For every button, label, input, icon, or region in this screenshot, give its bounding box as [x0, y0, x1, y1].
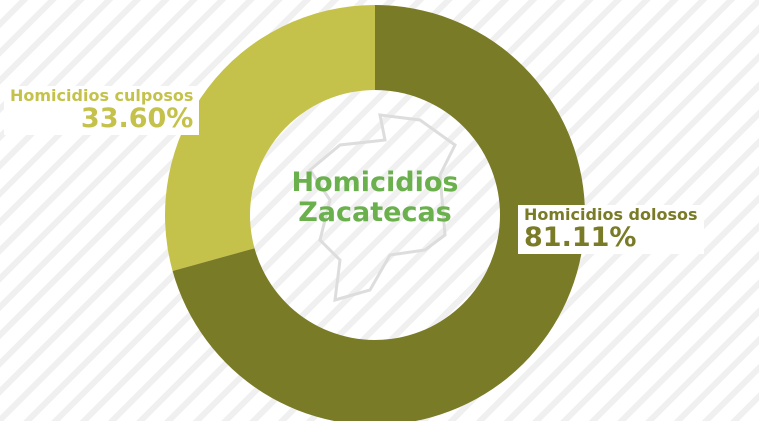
category-label: Homicidios dolosos — [524, 205, 698, 224]
donut-segment — [172, 5, 585, 421]
category-label: Homicidios culposos — [10, 86, 194, 105]
label-box: Homicidios dolosos 81.11% — [518, 205, 704, 255]
value-label: 33.60% — [80, 102, 194, 134]
map-outline — [308, 113, 457, 303]
label-box: Homicidios culposos 33.60% — [4, 86, 200, 136]
donut-segment — [164, 5, 375, 271]
center-title: Homicidios Zacatecas — [291, 167, 459, 228]
value-label: 81.11% — [524, 221, 637, 253]
